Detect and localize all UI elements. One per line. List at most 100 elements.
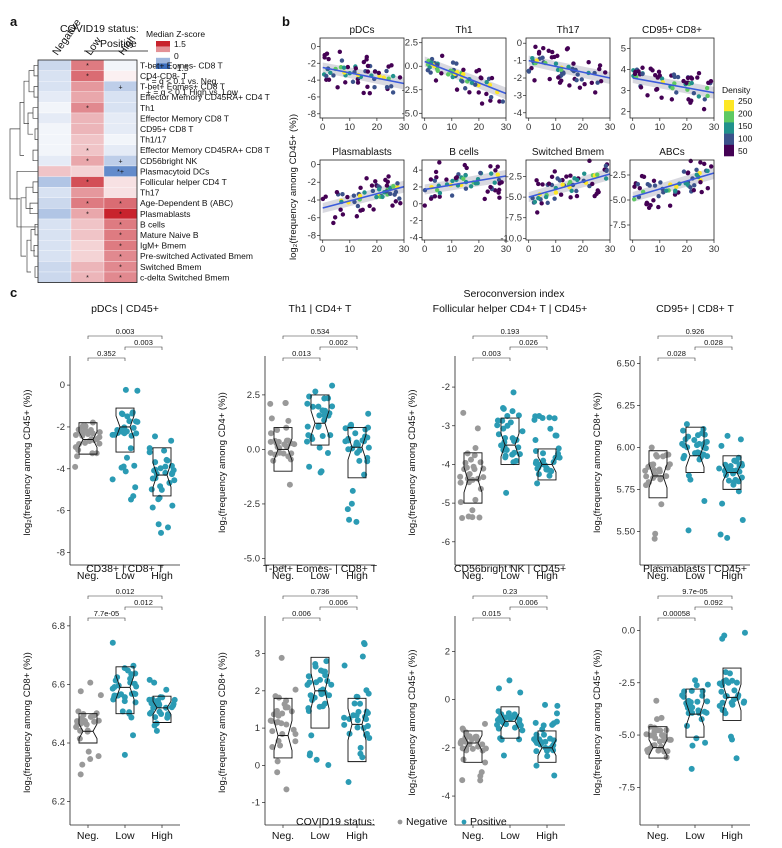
- scatter-point: [638, 85, 644, 90]
- boxplot-point: [364, 709, 371, 716]
- boxplot-point: [78, 715, 85, 722]
- notched-box: [500, 706, 520, 739]
- y-tick-label: -4: [442, 459, 450, 470]
- x-category-label: High: [346, 570, 368, 582]
- scatter-point: [389, 84, 394, 89]
- scatter-point: [590, 181, 595, 187]
- boxplot-point: [660, 737, 667, 744]
- scatter-point: [648, 203, 653, 208]
- x-tick-label: 0: [526, 122, 531, 133]
- scatter-point: [495, 172, 500, 177]
- boxplot-point: [365, 424, 372, 431]
- boxplot-point: [316, 412, 323, 419]
- boxplot-point: [729, 701, 736, 708]
- boxplot-point: [659, 732, 666, 739]
- dendrogram-branch: [34, 128, 38, 140]
- boxplot-point: [666, 736, 673, 743]
- scatter-point: [461, 67, 466, 72]
- boxplot: pDCs | CD45+ 0 -2 -4 -6 -8 Neg. Low High log₂(fre…: [22, 303, 180, 582]
- scatter-point: [478, 75, 483, 80]
- scatter-point: [322, 55, 327, 60]
- scatter-point: [705, 186, 711, 191]
- notched-box: [537, 448, 557, 481]
- scatter-point: [334, 189, 340, 195]
- boxplot-grid: pDCs | CD45+ 0 -2 -4 -6 -8 Neg. Low High log₂(fre…: [22, 303, 750, 842]
- y-tick-label: 0: [311, 41, 316, 52]
- heatmap-mark: *: [119, 222, 122, 229]
- heatmap-cell: [37, 91, 72, 103]
- x-category-label: Neg.: [647, 830, 669, 842]
- heatmap-mark: *: [119, 254, 122, 261]
- comparison-bracket: [657, 595, 733, 599]
- heatmap-cell: [103, 123, 138, 135]
- boxplot-point: [701, 498, 708, 505]
- scatter-point: [437, 160, 442, 165]
- heatmap-cell: [70, 91, 105, 103]
- density-tick: 250: [738, 96, 752, 106]
- scatter-point: [474, 69, 479, 74]
- boxplot-point: [693, 682, 700, 689]
- heatmap-cell: [37, 112, 72, 124]
- scatter-point: [644, 200, 650, 206]
- notched-box: [310, 394, 330, 446]
- scatter-point: [454, 175, 460, 180]
- heatmap-legend-swatch: [156, 46, 170, 53]
- comparison-bracket: [319, 606, 358, 610]
- x-tick-label: 30: [709, 122, 720, 133]
- y-tick-label: 2.5: [405, 38, 418, 49]
- heatmap-cell: [37, 81, 72, 92]
- boxplot-point: [123, 454, 130, 461]
- trend-line: [528, 173, 611, 198]
- scatter-point: [541, 46, 546, 51]
- scatter-point: [383, 177, 388, 183]
- boxplot-point: [366, 734, 373, 741]
- x-category-label: Neg.: [462, 570, 484, 582]
- x-tick-label: 0: [422, 244, 427, 255]
- comparison-pvalue: 0.002: [329, 338, 348, 347]
- scatter-point: [540, 182, 545, 187]
- scatter-plot: pDCs 0 10 20 30 0 -2 -4 -6 -8: [308, 25, 410, 133]
- boxplot-point: [643, 473, 650, 480]
- density-tick: 150: [738, 121, 752, 131]
- boxplot-point: [463, 464, 470, 471]
- boxplot-point: [551, 415, 558, 422]
- y-tick-label: -2.5: [244, 499, 260, 510]
- scatter-point: [324, 73, 329, 79]
- boxplot: Plasmablasts | CD45+ 0.0 -2.5 -5.0 -7.5 Neg. L…: [592, 563, 750, 842]
- scatter-point: [567, 83, 572, 88]
- heatmap-row-label: CD95+ CD8 T: [140, 124, 193, 134]
- boxplot-point: [353, 439, 360, 446]
- boxplot-point: [151, 679, 158, 686]
- notched-box: [115, 407, 135, 453]
- heatmap-row-label: Th17: [140, 188, 160, 198]
- scatter-point: [495, 164, 500, 169]
- boxplot-point: [161, 447, 168, 454]
- boxplot-point: [457, 499, 464, 506]
- boxplot-point: [498, 736, 505, 743]
- scatter-point: [564, 174, 569, 179]
- x-tick-label: 30: [605, 122, 616, 133]
- scatter-title: Plasmablasts: [332, 147, 391, 158]
- scatter-point: [386, 64, 391, 69]
- scatter-point: [432, 194, 438, 199]
- scatter-point: [670, 85, 675, 91]
- scatter-point: [589, 80, 595, 85]
- boxplot-point: [96, 434, 103, 441]
- comparison-pvalue: 0.012: [116, 587, 135, 596]
- scatter-point: [437, 194, 442, 199]
- scatter-point: [361, 90, 366, 96]
- boxplot-point: [304, 400, 311, 407]
- boxplot-point: [282, 400, 289, 407]
- boxplot-point: [555, 445, 562, 452]
- boxplot-point: [73, 723, 80, 730]
- scatter-point: [473, 181, 478, 186]
- boxplot-point: [267, 438, 274, 445]
- boxplot-point: [540, 731, 547, 738]
- y-tick-label: 2: [621, 107, 626, 118]
- scatter-point: [686, 97, 691, 102]
- boxplot-point: [312, 388, 319, 395]
- dendrogram-branch: [32, 149, 38, 162]
- heatmap-mark: *: [86, 275, 89, 282]
- boxplot-point: [739, 516, 746, 523]
- boxplot-point: [544, 753, 551, 760]
